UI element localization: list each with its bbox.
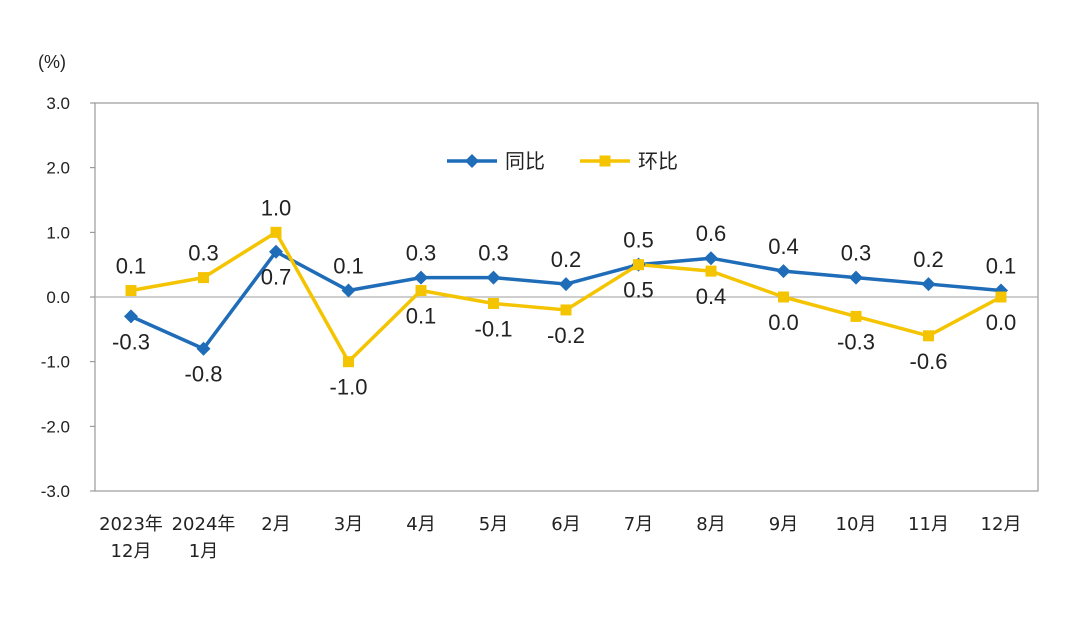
x-tick-label: 8月: [696, 514, 725, 535]
x-tick-label: 4月: [406, 514, 435, 535]
legend-label: 环比: [638, 149, 678, 173]
y-tick-label: -2.0: [41, 417, 70, 436]
x-tick-label: 10月: [836, 514, 877, 535]
series-marker: [198, 272, 209, 284]
series-marker: [778, 291, 789, 303]
y-tick-label: 3.0: [46, 94, 70, 113]
data-label: -0.3: [112, 329, 150, 354]
series-marker: [343, 356, 354, 368]
series-marker: [124, 309, 138, 324]
data-label: 0.2: [551, 247, 582, 272]
series-marker: [559, 277, 573, 292]
data-label: 0.0: [986, 310, 1017, 335]
series-marker: [560, 304, 572, 316]
data-label: -0.1: [475, 316, 513, 341]
data-label: 0.3: [478, 241, 509, 266]
series-marker: [921, 277, 936, 292]
legend-label: 同比: [505, 149, 545, 173]
data-label: 0.5: [623, 278, 654, 303]
series-marker: [270, 226, 282, 238]
y-tick-label: -1.0: [41, 353, 70, 372]
series-marker: [704, 251, 718, 266]
series-marker: [633, 259, 644, 271]
series-marker: [341, 283, 356, 298]
y-tick-label: 1.0: [46, 223, 70, 242]
y-tick-label: -3.0: [41, 482, 70, 501]
legend: 同比 环比: [447, 149, 678, 173]
x-tick-label: 2024年 1月: [172, 514, 236, 562]
series-marker: [850, 310, 862, 322]
series-marker: [125, 285, 137, 297]
data-label: -0.2: [547, 323, 585, 348]
y-axis-unit-label: (%): [38, 52, 66, 72]
series-markers: [124, 226, 1008, 368]
legend-marker: [599, 155, 611, 167]
series-marker: [923, 330, 934, 342]
series-marker: [196, 341, 211, 356]
data-label: 0.7: [261, 265, 292, 290]
data-label: 0.5: [623, 228, 654, 253]
data-label: 0.6: [696, 221, 727, 246]
x-tick-label: 6月: [551, 514, 580, 535]
data-label: 0.0: [768, 310, 799, 335]
x-tick-label: 3月: [334, 514, 363, 535]
y-tick-label: 0.0: [46, 288, 70, 307]
legend-marker: [465, 154, 479, 168]
data-label: 0.3: [841, 241, 872, 266]
series-marker: [705, 265, 717, 277]
data-label: 0.3: [188, 241, 219, 266]
data-label: 0.1: [333, 254, 364, 279]
series-marker: [849, 270, 863, 285]
data-label: -1.0: [330, 375, 368, 400]
data-labels: -0.3 -0.8 0.7 0.1 0.3 0.3 0.2 0.5 0.6 0.4 0.3 0.2 0.…: [112, 195, 1016, 399]
series-marker: [415, 285, 427, 297]
series-marker: [486, 270, 501, 285]
data-label: -0.8: [185, 362, 223, 387]
data-label: 0.1: [406, 304, 437, 329]
x-tick-label: 12月: [981, 514, 1022, 535]
y-tick-label: 2.0: [46, 159, 70, 178]
data-label: -0.3: [837, 329, 875, 354]
series-marker: [414, 270, 428, 285]
x-tick-label: 2月: [261, 514, 290, 535]
y-axis: 3.0 2.0 1.0 0.0 -1.0 -2.0 -3.0: [41, 94, 95, 501]
x-tick-label: 2023年 12月: [99, 514, 163, 562]
series-marker: [488, 297, 499, 309]
series-marker: [269, 244, 283, 259]
data-label: 0.1: [116, 254, 147, 279]
data-label: -0.6: [910, 349, 948, 374]
data-label: 0.4: [696, 284, 727, 309]
data-label: 0.1: [986, 254, 1017, 279]
data-label: 0.2: [913, 247, 944, 272]
data-label: 1.0: [261, 195, 292, 220]
data-label: 0.4: [768, 234, 799, 259]
x-tick-label: 7月: [624, 514, 653, 535]
series-marker: [995, 291, 1007, 303]
series-marker: [776, 264, 791, 279]
x-tick-label: 5月: [479, 514, 508, 535]
x-tick-label: 9月: [769, 514, 798, 535]
data-label: 0.3: [406, 241, 437, 266]
x-tick-label: 11月: [908, 514, 949, 535]
